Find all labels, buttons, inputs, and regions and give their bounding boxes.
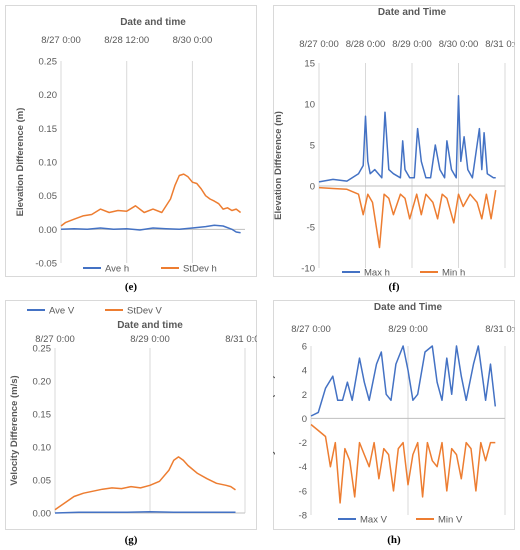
caption-e: (e) — [124, 281, 138, 293]
series-line-min-v — [310, 423, 496, 504]
legend-label: StDev V — [127, 306, 163, 317]
chart-h: Date and Time 8/27 0:00 8/29 0:00 8/31 0:00… — [273, 302, 515, 526]
x-tick-label: 8/29 0:00 — [392, 39, 432, 50]
y-axis-label: Elevation Difference (m) — [15, 108, 26, 217]
chart-e-group: Date and time 8/27 0:00 8/28 12:00 8/30 0:0… — [15, 17, 245, 275]
y-axis-label: Velocity Difference (m/s) — [273, 375, 276, 485]
y-tick-label: 6 — [302, 342, 307, 353]
x-tick-label: 8/27 0:00 — [299, 39, 339, 50]
legend: Ave h StDev h — [83, 264, 217, 275]
chart-e: Date and time 8/27 0:00 8/28 12:00 8/30 0:0… — [15, 17, 245, 275]
x-tick-label: 8/31 0:00 — [225, 334, 257, 345]
caption-h: (h) — [387, 534, 401, 546]
chart-title: Date and Time — [378, 7, 447, 18]
y-tick-label: 0.15 — [39, 124, 58, 135]
y-tick-label: -4 — [299, 462, 307, 473]
y-tick-label: -2 — [299, 438, 307, 449]
chart-title: Date and Time — [374, 302, 443, 313]
series-line-min-h — [318, 186, 497, 249]
legend-label: Min h — [442, 268, 465, 278]
y-tick-label: -5 — [307, 223, 315, 234]
chart-g-group: Date and time 8/27 0:00 8/29 0:00 8/31 0:0 0… — [9, 306, 257, 520]
legend: Ave V StDev V — [27, 306, 163, 317]
series-line-stdev-v — [54, 456, 236, 511]
chart-h-group: Date and Time 8/27 0:00 8/29 0:00 8/31 0:00… — [273, 302, 515, 526]
x-tick-label: 8/30 0:00 — [173, 35, 213, 46]
series-line-max-h — [318, 95, 496, 183]
series-line-ave-h — [60, 224, 241, 234]
y-tick-label: 0.05 — [33, 476, 52, 487]
legend-label: Ave h — [105, 264, 129, 275]
legend-label: Ave V — [49, 306, 75, 317]
x-tick-label: 8/28 0:00 — [346, 39, 386, 50]
chart-panel-f — [273, 5, 515, 277]
y-tick-label: 0.10 — [33, 443, 52, 454]
y-tick-label: 0.25 — [39, 57, 58, 68]
x-tick-label: 8/27 0:00 — [291, 324, 331, 335]
y-tick-label: 15 — [304, 59, 315, 70]
series-line-max-v — [310, 345, 497, 417]
y-tick-label: -8 — [299, 511, 307, 522]
y-tick-label: 2 — [302, 390, 307, 401]
y-axis-label: Velocity Difference (m/s) — [9, 375, 20, 485]
x-tick-label: 8/27 0:00 — [35, 334, 75, 345]
x-tick-label: 8/29 0:00 — [130, 334, 170, 345]
y-tick-label: 0.20 — [39, 90, 58, 101]
legend-label: Max V — [360, 515, 388, 526]
x-tick-label: 8/31 0:00 — [485, 324, 515, 335]
y-tick-label: -0.05 — [35, 259, 57, 270]
series-line-ave-v — [54, 510, 236, 514]
chart-f-group: Date and Time 8/27 0:00 8/28 0:00 8/29 0:00… — [273, 7, 515, 277]
y-tick-label: 0.05 — [39, 191, 58, 202]
y-axis-label: Elevation Difference (m) — [273, 111, 284, 220]
legend-label: Max h — [364, 268, 390, 278]
chart-g: Date and time 8/27 0:00 8/29 0:00 8/31 0:0 0… — [9, 306, 257, 520]
caption-g: (g) — [124, 534, 138, 546]
x-tick-label: 8/28 12:00 — [104, 35, 149, 46]
x-tick-label: 8/29 0:00 — [388, 324, 428, 335]
y-tick-label: 0.20 — [33, 377, 52, 388]
y-tick-label: 5 — [310, 141, 315, 152]
y-tick-label: 0.00 — [39, 225, 58, 236]
chart-panel-g — [5, 300, 257, 530]
y-tick-label: 0 — [310, 182, 315, 193]
chart-title: Date and time — [120, 17, 186, 28]
y-tick-label: 0.00 — [33, 509, 52, 520]
y-tick-label: 0.10 — [39, 158, 58, 169]
x-tick-label: 8/27 0:00 — [41, 35, 81, 46]
caption-f: (f) — [388, 281, 400, 293]
legend-label: Min V — [438, 515, 463, 526]
y-tick-label: 0 — [302, 414, 307, 425]
y-tick-label: 4 — [302, 366, 307, 377]
legend: Max V Min V — [338, 515, 463, 526]
legend-label: StDev h — [183, 264, 217, 275]
chart-f: Date and Time 8/27 0:00 8/28 0:00 8/29 0:00… — [273, 7, 515, 277]
chart-title: Date and time — [117, 320, 183, 331]
y-tick-label: 0.15 — [33, 410, 52, 421]
y-tick-label: 0.25 — [33, 344, 52, 355]
chart-panel-e — [5, 5, 257, 277]
series-line-stdev-h — [60, 173, 242, 227]
x-tick-label: 8/30 0:00 — [439, 39, 479, 50]
y-tick-label: -6 — [299, 486, 307, 497]
x-tick-label: 8/31 0:00 — [485, 39, 515, 50]
legend: Max h Min h — [342, 268, 465, 278]
y-tick-label: -10 — [301, 264, 315, 275]
y-tick-label: 10 — [304, 100, 315, 111]
